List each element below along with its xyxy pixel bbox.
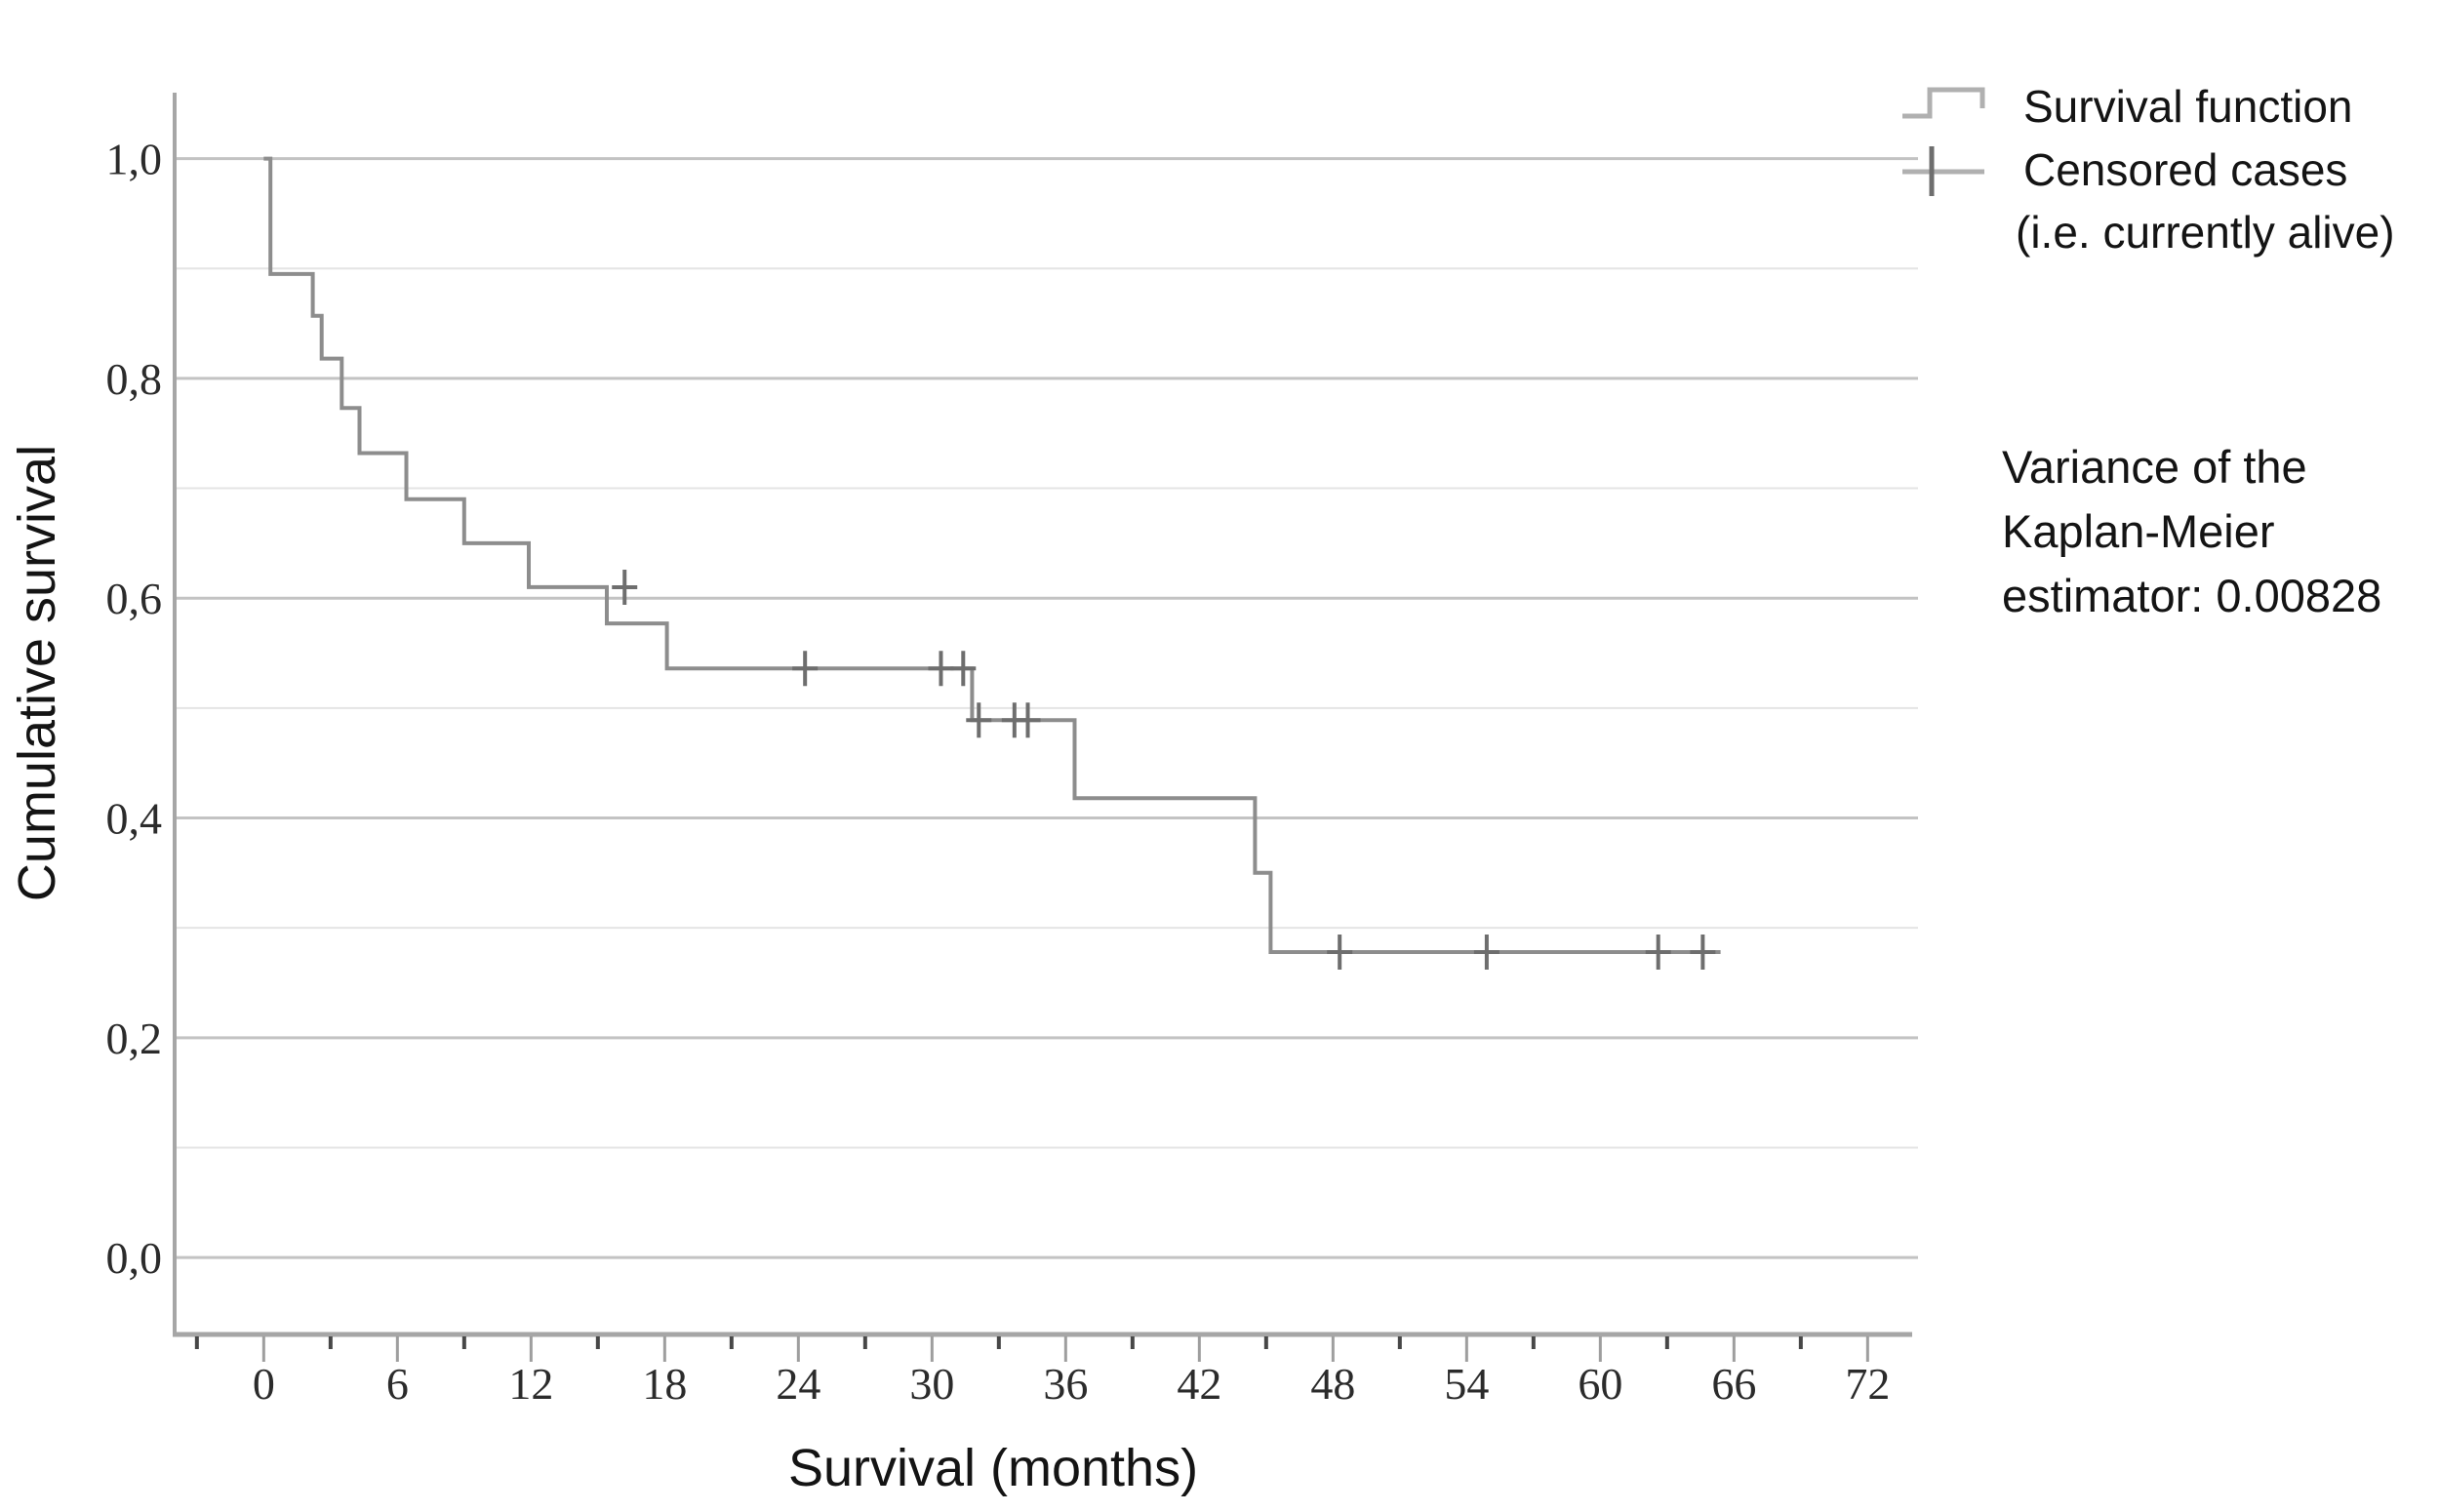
legend-label-censored: Censored cases bbox=[2023, 143, 2348, 195]
censored-mark bbox=[612, 569, 638, 605]
x-tick-label: 24 bbox=[776, 1359, 820, 1409]
x-tick-label: 6 bbox=[386, 1359, 409, 1409]
variance-annotation: Variance of the Kaplan-Meier estimator: … bbox=[2002, 435, 2381, 628]
y-tick-label: 0,2 bbox=[106, 1014, 163, 1063]
gridlines-minor bbox=[175, 267, 1918, 1149]
legend-row-survival: Survival function bbox=[1900, 74, 2439, 138]
y-tick-label: 0,6 bbox=[106, 574, 163, 623]
legend: Survival function Censored cases (i.e. c… bbox=[1900, 74, 2439, 264]
censored-marks bbox=[612, 569, 1716, 970]
x-tick-label: 36 bbox=[1043, 1359, 1088, 1409]
censored-mark bbox=[1645, 934, 1671, 970]
x-tick-label: 18 bbox=[642, 1359, 687, 1409]
x-tick-label: 54 bbox=[1444, 1359, 1489, 1409]
x-ticks bbox=[194, 1336, 1869, 1362]
x-tick-label: 48 bbox=[1310, 1359, 1355, 1409]
y-tick-label: 0,0 bbox=[106, 1233, 163, 1283]
x-axis-title: Survival (months) bbox=[787, 1439, 1199, 1497]
y-axis-title: Cumulative survival bbox=[8, 444, 66, 902]
censored-mark bbox=[950, 651, 977, 687]
y-tick-label: 0,4 bbox=[106, 794, 163, 844]
variance-line-1: Variance of the bbox=[2002, 441, 2307, 493]
variance-line-2: Kaplan-Meier bbox=[2002, 505, 2275, 557]
censored-mark bbox=[928, 651, 954, 687]
x-tick-label: 12 bbox=[508, 1359, 553, 1409]
x-tick-label: 0 bbox=[253, 1359, 275, 1409]
y-tick-label: 0,8 bbox=[106, 354, 163, 404]
censored-mark bbox=[1690, 934, 1716, 970]
step-line-icon bbox=[1902, 87, 1985, 118]
censored-plus-icon bbox=[1902, 145, 1984, 196]
variance-line-3: estimator: 0.00828 bbox=[2002, 570, 2382, 621]
x-tick-labels: 0 6 12 18 24 30 36 42 48 54 60 66 72 bbox=[253, 1359, 1891, 1409]
y-tick-labels: 1,0 0,8 0,6 0,4 0,2 0,0 bbox=[106, 135, 163, 1284]
censored-mark bbox=[1015, 702, 1041, 738]
x-tick-label: 30 bbox=[909, 1359, 954, 1409]
censored-mark bbox=[792, 651, 819, 687]
survival-curve bbox=[263, 156, 1721, 954]
y-tick-label: 1,0 bbox=[106, 135, 163, 184]
x-tick-label: 66 bbox=[1711, 1359, 1756, 1409]
x-tick-label: 60 bbox=[1578, 1359, 1622, 1409]
censored-mark bbox=[1327, 934, 1353, 970]
legend-row-censored: Censored cases bbox=[1900, 138, 2439, 201]
x-tick-label: 42 bbox=[1177, 1359, 1221, 1409]
x-tick-label: 72 bbox=[1845, 1359, 1890, 1409]
legend-label-survival: Survival function bbox=[2023, 80, 2353, 132]
censored-mark bbox=[1473, 934, 1499, 970]
gridlines-major bbox=[175, 157, 1918, 1259]
legend-label-censored-sub: (i.e. currently alive) bbox=[2016, 207, 2395, 258]
censored-mark bbox=[966, 702, 992, 738]
